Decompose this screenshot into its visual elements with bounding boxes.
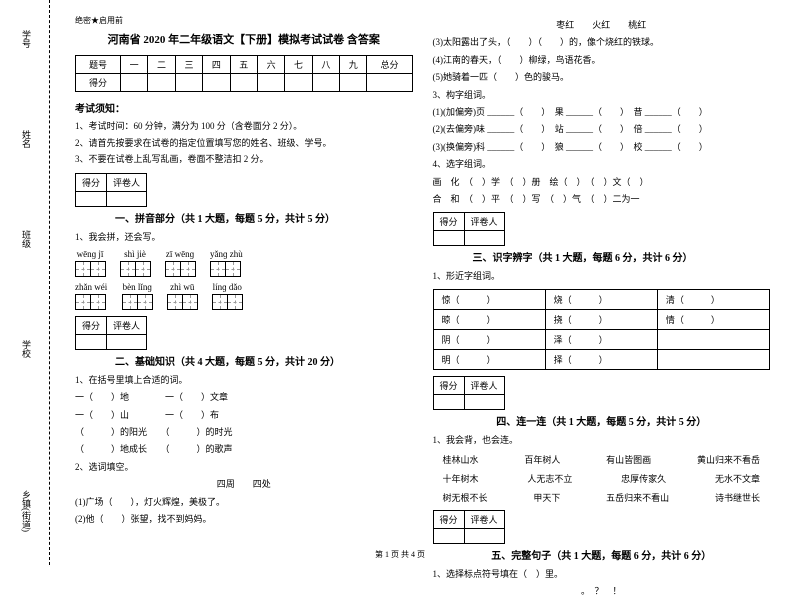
confidential-label: 绝密★启用前	[75, 15, 413, 26]
score-box-4: 得分评卷人	[433, 376, 505, 410]
p2-q3: 3、构字组词。	[433, 88, 771, 102]
score-box-2: 得分评卷人	[75, 316, 147, 350]
score-box-1: 得分评卷人	[75, 173, 147, 207]
right-column: 枣红 火红 桃红 (3)太阳露出了头，（ ）（ ）的，像个烧红的铁球。 (4)江…	[423, 15, 781, 560]
exam-title: 河南省 2020 年二年级语文【下册】模拟考试试卷 含答案	[75, 31, 413, 47]
th-9: 九	[340, 56, 367, 74]
th-num: 题号	[76, 56, 121, 74]
score-summary-table: 题号 一 二 三 四 五 六 七 八 九 总分 得分	[75, 55, 413, 92]
part4-title: 四、连一连（共 1 大题，每题 5 分，共计 5 分）	[433, 413, 771, 428]
margin-label-town: 乡镇(街道)	[20, 490, 33, 532]
part3-title: 三、识字辨字（共 1 大题，每题 6 分，共计 6 分）	[473, 249, 771, 264]
p2-q2: 2、选词填空。	[75, 460, 413, 474]
inst-1: 1、考试时间：60 分钟，满分为 100 分（含卷面分 2 分）。	[75, 120, 413, 134]
th-total: 总分	[367, 56, 412, 74]
p5-q1: 1、选择标点符号填在（ ）里。	[433, 567, 771, 581]
th-1: 一	[120, 56, 147, 74]
part2-title: 二、基础知识（共 4 大题，每题 5 分，共计 20 分）	[115, 353, 413, 368]
th-7: 七	[285, 56, 312, 74]
p1-q1: 1、我会拼，还会写。	[75, 230, 413, 244]
th-8: 八	[312, 56, 339, 74]
instructions-title: 考试须知：	[75, 100, 413, 115]
th-2: 二	[148, 56, 175, 74]
th-6: 六	[257, 56, 284, 74]
page-footer: 第 1 页 共 4 页	[375, 549, 425, 560]
th-4: 四	[203, 56, 230, 74]
margin-label-id: 学号	[20, 30, 33, 48]
th-3: 三	[175, 56, 202, 74]
p3-q1: 1、形近字组词。	[433, 269, 771, 283]
word-table: 惊（ ）烧（ ）清（ ） 晾（ ）挠（ ）情（ ） 阴（ ）泽（ ） 明（ ）择…	[433, 289, 771, 370]
inst-2: 2、请首先按要求在试卷的指定位置填写您的姓名、班级、学号。	[75, 137, 413, 151]
left-column: 绝密★启用前 河南省 2020 年二年级语文【下册】模拟考试试卷 含答案 题号 …	[65, 15, 423, 560]
part1-title: 一、拼音部分（共 1 大题，每题 5 分，共计 5 分）	[115, 210, 413, 225]
row-score: 得分	[76, 74, 121, 92]
margin-label-class: 班级	[20, 230, 33, 248]
inst-3: 3、不要在试卷上乱写乱画，卷面不整洁扣 2 分。	[75, 153, 413, 167]
margin-label-school: 学校	[20, 340, 33, 358]
p2-q1: 1、在括号里填上合适的词。	[75, 373, 413, 387]
main-content: 绝密★启用前 河南省 2020 年二年级语文【下册】模拟考试试卷 含答案 题号 …	[50, 0, 800, 565]
pinyin-row-1: wēnɡ jī shì jiè zī wēnɡ yǎnɡ zhù	[75, 249, 413, 277]
p4-q1: 1、我会背，也会连。	[433, 433, 771, 447]
pinyin-row-2: zhǎn wéi bèn lǐnɡ zhì wū línɡ dǎo	[75, 282, 413, 310]
margin-label-name: 姓名	[20, 130, 33, 148]
score-box-5: 得分评卷人	[433, 510, 505, 544]
part5-title: 五、完整句子（共 1 大题，每题 6 分，共计 6 分）	[433, 547, 771, 562]
th-5: 五	[230, 56, 257, 74]
score-box-3: 得分评卷人	[433, 212, 505, 246]
binding-margin: 学号 姓名 班级 学校 乡镇(街道)	[0, 0, 50, 565]
p2-q4: 4、选字组词。	[433, 157, 771, 171]
